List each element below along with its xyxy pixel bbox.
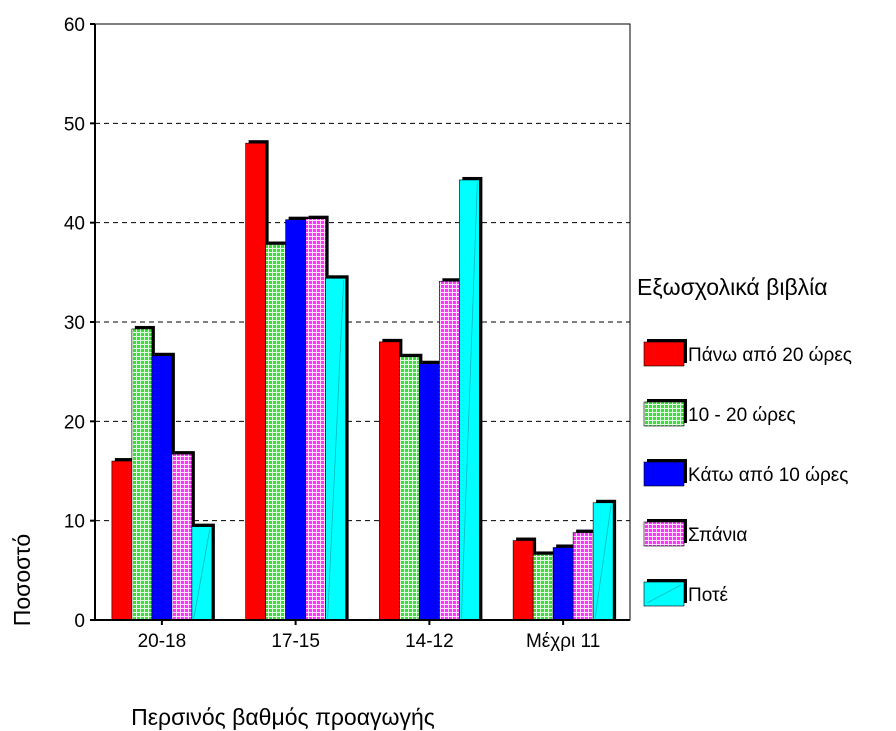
bar	[379, 341, 400, 621]
bar	[552, 547, 574, 621]
x-axis-label: Περσινός βαθμός προαγωγής	[131, 704, 435, 730]
x-tick-label: 17-15	[271, 631, 320, 652]
x-tick-label: 14-12	[405, 631, 454, 652]
bar	[131, 328, 153, 621]
x-tick-label: Μέχρι 11	[526, 631, 600, 652]
y-tick-label: 50	[64, 114, 85, 135]
bar-highlight	[594, 504, 612, 619]
legend-swatch	[643, 341, 685, 367]
legend-swatch-highlight	[646, 584, 682, 604]
bar-highlight	[460, 181, 478, 619]
legend-label: 10 - 20 ώρες	[688, 405, 796, 426]
gridlines	[95, 122, 630, 522]
legend-swatch	[643, 401, 685, 427]
legend-label: Ποτέ	[688, 585, 729, 606]
y-tick-label: 30	[64, 313, 85, 334]
y-tick-label: 20	[64, 412, 85, 433]
legend-swatch	[643, 521, 685, 547]
bar	[245, 142, 266, 621]
legend-swatch	[643, 461, 685, 487]
x-tick-label: 20-18	[138, 631, 187, 652]
bar	[419, 363, 440, 621]
bar	[572, 532, 594, 621]
bar	[265, 244, 286, 621]
bar-highlight	[327, 280, 345, 619]
legend-title: Εξωσχολικά βιβλία	[637, 274, 828, 300]
y-tick-label: 40	[64, 214, 85, 235]
bar	[171, 453, 193, 621]
legend-label: Σπάνια	[688, 525, 747, 546]
bar-highlight	[193, 528, 211, 619]
bar	[512, 540, 534, 621]
legend: Πάνω από 20 ώρες 10 - 20 ώρες Κάτω από 10 …	[643, 339, 852, 607]
bar	[111, 460, 133, 621]
bar	[151, 355, 173, 621]
legend-label: Πάνω από 20 ώρες	[688, 345, 852, 366]
bar	[399, 356, 420, 621]
bar	[439, 280, 460, 621]
bars	[111, 140, 617, 621]
y-axis-label: Ποσοστό	[9, 534, 35, 626]
axes: 0 10 20 30 40 50 60 20-18 17-15 14-12 Μέχρι 11	[64, 15, 631, 652]
y-tick-label: 60	[64, 15, 85, 36]
legend-label: Κάτω από 10 ώρες	[688, 465, 848, 486]
bar	[285, 219, 306, 621]
y-tick-label: 10	[64, 512, 85, 533]
y-tick-label: 0	[74, 611, 85, 632]
bar	[532, 554, 554, 621]
bar	[305, 218, 326, 621]
